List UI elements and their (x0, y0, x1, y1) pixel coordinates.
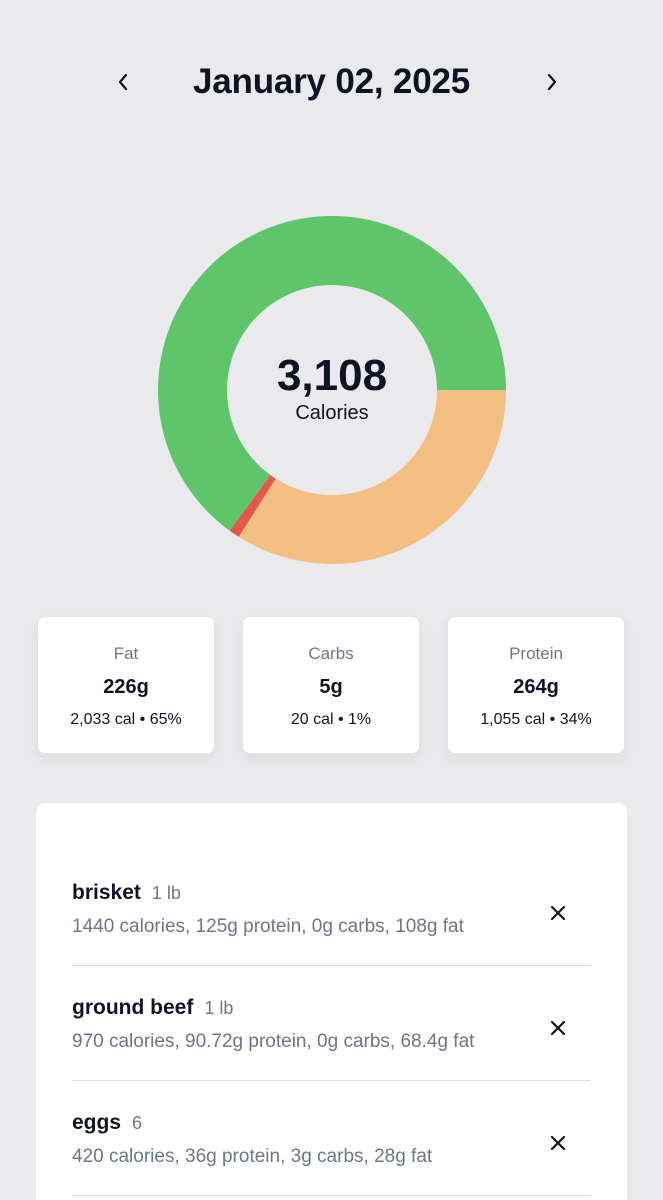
macro-grams: 264g (513, 676, 559, 698)
remove-food-button[interactable] (543, 1013, 573, 1043)
food-quantity: 6 (132, 1113, 143, 1133)
fat-card: Fat 226g 2,033 cal • 65% (37, 616, 215, 754)
date-title: January 02, 2025 (192, 62, 470, 101)
donut-slice-fat (157, 215, 507, 531)
divider (72, 1195, 591, 1196)
macro-detail: 1,055 cal • 34% (480, 711, 592, 728)
divider (72, 965, 591, 966)
macro-name: Fat (113, 644, 139, 663)
calorie-donut-chart: 3,108 Calories (157, 215, 507, 565)
food-title-row: ground beef 1 lb (72, 996, 233, 1020)
food-list-item: ground beef 1 lb 970 calories, 90.72g pr… (72, 965, 591, 1080)
food-list-item: eggs 6 420 calories, 36g protein, 3g car… (72, 1080, 591, 1195)
donut-slice-protein (238, 390, 506, 564)
macro-grams: 226g (103, 676, 149, 698)
previous-day-button[interactable] (103, 62, 143, 102)
donut-center: 3,108 Calories (157, 215, 507, 565)
food-list: brisket 1 lb 1440 calories, 125g protein… (36, 803, 627, 1200)
food-name: brisket (72, 881, 141, 904)
chevron-left-icon (118, 73, 128, 91)
food-list-item: brisket 1 lb 1440 calories, 125g protein… (72, 850, 591, 965)
food-quantity: 1 lb (151, 883, 181, 903)
food-macros: 1440 calories, 125g protein, 0g carbs, 1… (72, 916, 464, 937)
macro-name: Carbs (308, 644, 354, 663)
date-header: January 02, 2025 (0, 52, 663, 112)
macro-name: Protein (509, 644, 563, 663)
macro-grams: 5g (319, 676, 343, 698)
calories-label: Calories (295, 401, 369, 424)
remove-food-button[interactable] (543, 898, 573, 928)
macro-detail: 2,033 cal • 65% (70, 711, 182, 728)
food-title-row: brisket 1 lb (72, 881, 181, 905)
food-name: ground beef (72, 996, 194, 1019)
close-icon (550, 1135, 566, 1151)
macro-detail: 20 cal • 1% (290, 711, 372, 728)
food-title-row: eggs 6 (72, 1111, 142, 1135)
chevron-right-icon (547, 73, 557, 91)
divider (72, 1080, 591, 1081)
remove-food-button[interactable] (543, 1128, 573, 1158)
food-macros: 970 calories, 90.72g protein, 0g carbs, … (72, 1031, 475, 1052)
next-day-button[interactable] (532, 62, 572, 102)
protein-card: Protein 264g 1,055 cal • 34% (447, 616, 625, 754)
donut-slice-carbs (229, 474, 276, 537)
carbs-card: Carbs 5g 20 cal • 1% (242, 616, 420, 754)
close-icon (550, 905, 566, 921)
food-macros: 420 calories, 36g protein, 3g carbs, 28g… (72, 1146, 433, 1167)
total-calories: 3,108 (276, 350, 388, 400)
food-quantity: 1 lb (204, 998, 234, 1018)
close-icon (550, 1020, 566, 1036)
food-name: eggs (72, 1111, 122, 1134)
donut-svg (157, 215, 507, 564)
